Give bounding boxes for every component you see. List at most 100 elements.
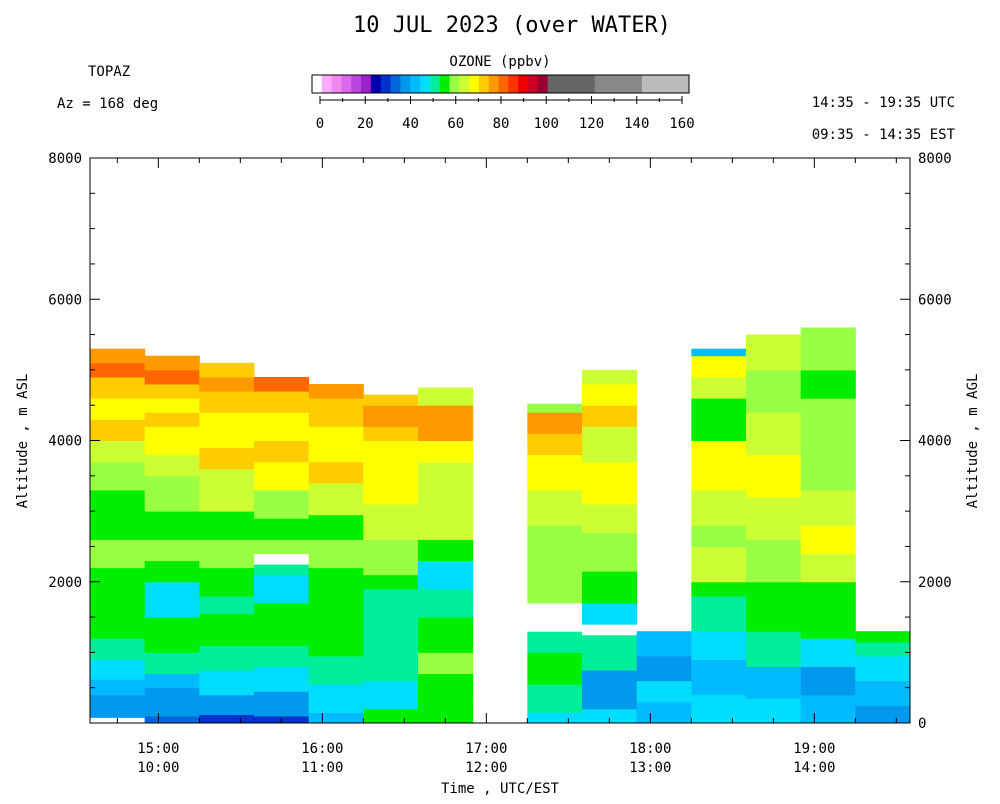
- ozone-cell: [90, 419, 146, 441]
- colorbar-swatch: [321, 75, 333, 93]
- ozone-cell: [199, 539, 255, 569]
- ozone-cell: [746, 631, 802, 667]
- ozone-cell: [691, 581, 747, 597]
- y-axis-label-left: Altitude , m ASL: [15, 374, 31, 509]
- ozone-cell: [308, 384, 364, 399]
- time-range-est: 09:35 - 14:35 EST: [812, 127, 956, 143]
- ozone-cell: [691, 631, 747, 660]
- colorbar-swatch: [341, 75, 352, 93]
- ozone-cell: [746, 369, 802, 413]
- colorbar-swatch: [527, 75, 539, 93]
- ozone-cell: [90, 602, 146, 639]
- y-tick-label-left: 6000: [48, 292, 82, 308]
- ozone-cell: [418, 588, 474, 618]
- ozone-cell: [199, 645, 255, 671]
- ozone-cell: [308, 599, 364, 625]
- ozone-cell: [582, 461, 638, 505]
- ozone-cell: [691, 546, 747, 583]
- x-tick-label-utc: 18:00: [629, 741, 671, 757]
- ozone-cell: [800, 666, 856, 696]
- colorbar-swatch: [439, 75, 450, 93]
- y-axis-left: 8000 6000 4000 2000: [48, 151, 100, 724]
- ozone-cell: [418, 461, 474, 498]
- ozone-cell: [308, 426, 364, 463]
- ozone-cell: [527, 454, 583, 491]
- ozone-cell: [90, 398, 146, 420]
- ozone-cell: [746, 539, 802, 583]
- ozone-cell: [144, 581, 200, 618]
- ozone-cell: [144, 560, 200, 583]
- ozone-cell: [144, 412, 200, 427]
- ozone-cell: [254, 666, 310, 692]
- colorbar-swatch: [518, 75, 529, 93]
- colorbar-tick-label: 40: [402, 116, 419, 132]
- ozone-cell: [363, 440, 419, 470]
- ozone-cell: [254, 539, 310, 554]
- ozone-cell: [800, 369, 856, 399]
- colorbar-swatch: [331, 75, 342, 93]
- ozone-cell: [582, 532, 638, 572]
- colorbar-tick-label: 20: [357, 116, 374, 132]
- ozone-cell: [363, 574, 419, 590]
- ozone-cell: [691, 398, 747, 441]
- ozone-cell: [254, 391, 310, 413]
- colorbar-swatch: [641, 75, 690, 93]
- ozone-cell: [636, 701, 692, 724]
- ozone-cell: [746, 334, 802, 371]
- colorbar-swatch: [351, 75, 362, 93]
- colorbar-tick-label: 60: [447, 116, 464, 132]
- ozone-cell: [308, 461, 364, 484]
- ozone-cell: [144, 687, 200, 717]
- colorbar-swatch: [312, 75, 323, 93]
- ozone-cell: [855, 641, 911, 657]
- x-axis: 15:00 10:00 16:00 11:00 17:00 12:00 18:00 13:00…: [116, 158, 897, 776]
- ozone-cell: [199, 670, 255, 696]
- ozone-cell: [418, 497, 474, 540]
- y-tick-label-right: 2000: [918, 575, 952, 591]
- ozone-cell: [144, 426, 200, 456]
- ozone-cell: [308, 539, 364, 569]
- colorbar-swatch: [380, 75, 391, 93]
- ozone-cell: [144, 617, 200, 653]
- ozone-cell: [363, 405, 419, 427]
- ozone-cell: [308, 567, 364, 600]
- ozone-cell: [254, 412, 310, 441]
- ozone-cell: [254, 574, 310, 604]
- ozone-cell: [90, 440, 146, 463]
- ozone-cell: [363, 426, 419, 441]
- ozone-cell: [636, 680, 692, 703]
- ozone-cell: [144, 398, 200, 413]
- ozone-cell: [418, 440, 474, 463]
- ozone-cell: [582, 634, 638, 646]
- ozone-cell: [144, 673, 200, 689]
- colorbar-swatch: [410, 75, 421, 93]
- ozone-cell: [855, 705, 911, 724]
- ozone-cell: [90, 694, 146, 718]
- ozone-cell: [746, 581, 802, 604]
- x-tick-label-utc: 16:00: [301, 741, 343, 757]
- ozone-cell: [363, 680, 419, 710]
- ozone-cell: [363, 652, 419, 682]
- ozone-cell: [199, 376, 255, 392]
- chart-title: 10 JUL 2023 (over WATER): [353, 13, 671, 38]
- y-axis-label-right: Altitude , m AGL: [965, 374, 981, 509]
- ozone-cell: [90, 348, 146, 364]
- ozone-cell: [90, 638, 146, 660]
- colorbar-swatch: [478, 75, 490, 93]
- colorbar-tick-label: 0: [316, 116, 324, 132]
- ozone-cell: [254, 518, 310, 540]
- ozone-cell: [582, 624, 638, 636]
- colorbar-swatch: [419, 75, 431, 93]
- ozone-cell: [144, 715, 200, 724]
- ozone-cell: [691, 376, 747, 399]
- ozone-cell: [144, 539, 200, 562]
- ozone-cell: [855, 680, 911, 706]
- ozone-cell: [90, 679, 146, 696]
- ozone-cell: [308, 514, 364, 540]
- ozone-cell: [800, 553, 856, 583]
- ozone-cell: [691, 595, 747, 632]
- ozone-cell: [199, 412, 255, 449]
- ozone-cell: [144, 369, 200, 385]
